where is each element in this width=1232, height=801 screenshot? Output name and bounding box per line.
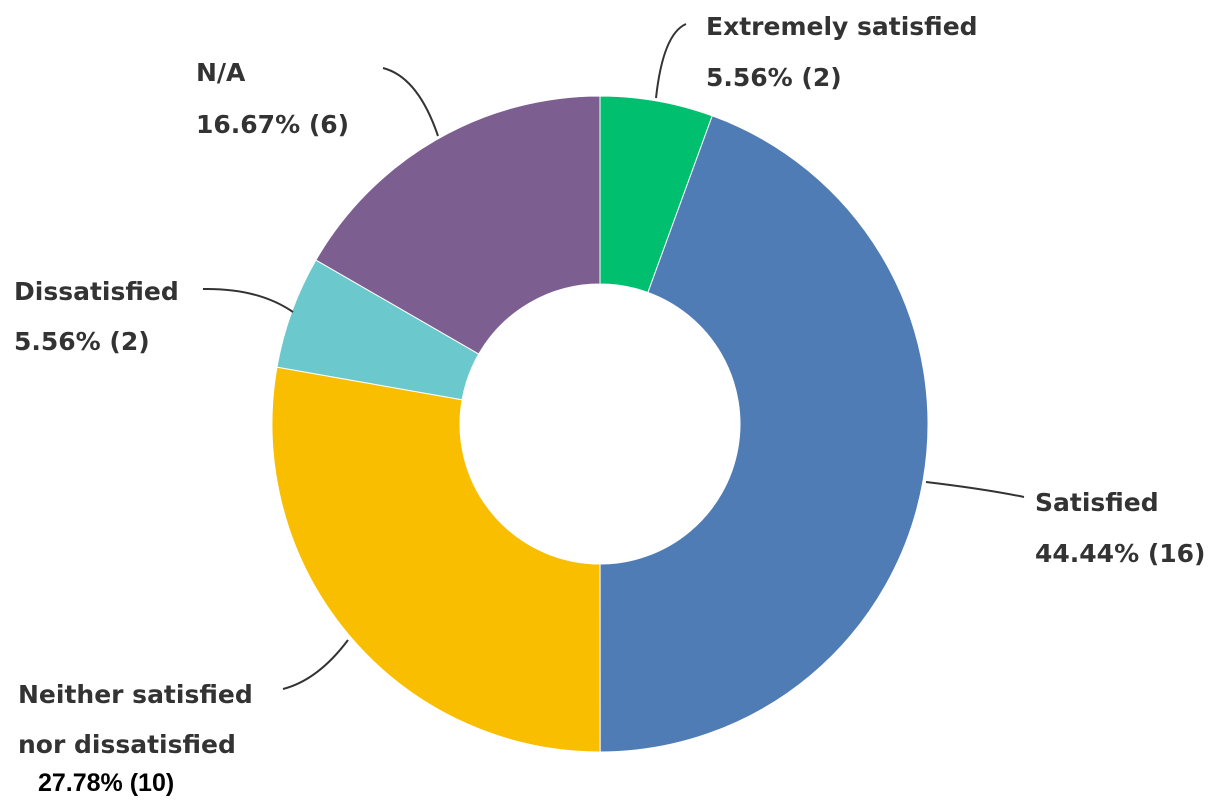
label-dissatisfied: Dissatisfied <box>14 277 179 306</box>
label-na: N/A <box>196 58 246 87</box>
slice-n-a <box>315 95 601 355</box>
slice-neither-satisfied-nor-dissatisfied <box>271 366 601 753</box>
label-extremely-satisfied: Extremely satisfied <box>706 12 978 41</box>
value-satisfied: 44.44% (16) <box>1035 539 1205 568</box>
leader-line-satisfied <box>925 481 1025 498</box>
label-neither-line2: nor dissatisfied <box>18 730 236 759</box>
value-na: 16.67% (6) <box>196 110 349 139</box>
leader-line-extremely-satisfied <box>655 23 687 99</box>
leader-line-neither <box>282 639 349 690</box>
value-dissatisfied: 5.56% (2) <box>14 327 150 356</box>
value-extremely-satisfied: 5.56% (2) <box>706 63 842 92</box>
slice-satisfied <box>599 115 929 753</box>
value-neither: 27.78% (10) <box>38 769 174 797</box>
label-satisfied: Satisfied <box>1035 488 1159 517</box>
donut-slices <box>271 95 929 753</box>
leader-line-na <box>382 67 439 137</box>
label-neither-line1: Neither satisfied <box>18 680 253 709</box>
leader-line-dissatisfied <box>202 287 294 313</box>
